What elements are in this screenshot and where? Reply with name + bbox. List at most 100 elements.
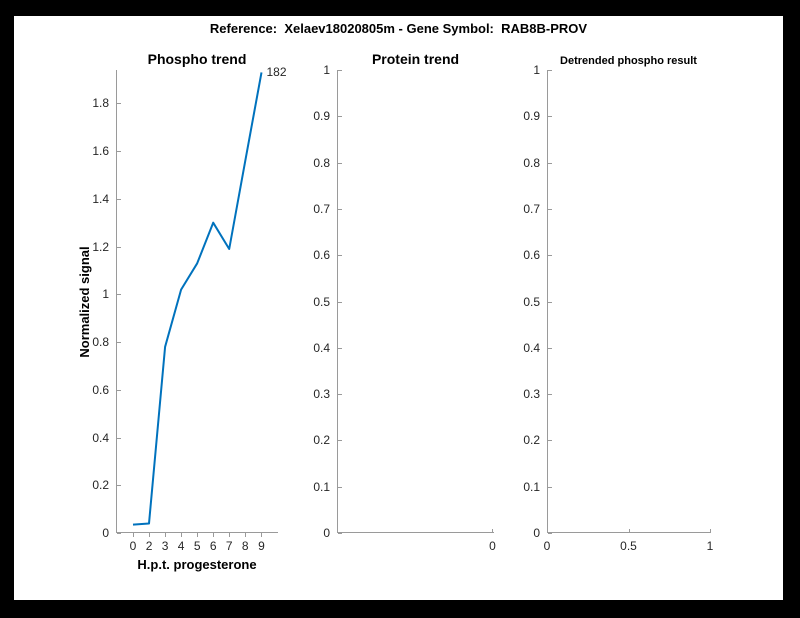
y-tick-label: 1.2 — [92, 239, 109, 254]
y-tick — [338, 70, 342, 71]
y-tick-label: 0.8 — [92, 335, 109, 350]
y-tick — [338, 347, 342, 349]
x-tick-label: 0 — [543, 539, 551, 553]
y-tick — [117, 151, 121, 153]
y-tick — [338, 533, 342, 534]
x-tick-label: 9 — [258, 539, 265, 553]
x-tick-label: 0 — [489, 539, 496, 553]
x-tick-label: 2 — [145, 539, 153, 553]
x-tick — [213, 533, 215, 537]
y-tick — [548, 486, 552, 488]
y-tick — [338, 255, 342, 257]
y-tick-label: 0.6 — [313, 248, 330, 263]
y-tick-label: 0.1 — [523, 479, 540, 494]
detrended-phospho-title: Detrended phospho result — [560, 55, 697, 67]
x-tick — [181, 533, 183, 537]
x-tick — [165, 533, 167, 537]
y-tick — [117, 485, 121, 487]
y-tick — [548, 208, 552, 210]
phospho-trend-ylabel: Normalized signal — [77, 245, 92, 358]
y-tick — [338, 394, 342, 396]
y-tick — [117, 437, 121, 439]
phospho-trend-xlabel: H.p.t. progesterone — [137, 557, 257, 572]
x-tick-label: 6 — [209, 539, 217, 553]
y-tick — [548, 162, 552, 164]
y-tick-label: 1.4 — [92, 191, 109, 206]
y-tick — [548, 301, 552, 303]
protein-trend-title: Protein trend — [371, 51, 460, 67]
y-tick-label: 0.4 — [92, 430, 109, 445]
phospho-trend-line-plot — [132, 72, 263, 526]
x-tick — [628, 529, 630, 533]
y-tick — [548, 70, 552, 71]
y-tick-label: 0.9 — [523, 109, 540, 124]
phospho-trend-title: Phospho trend — [147, 51, 247, 67]
y-tick-label: 0.2 — [313, 433, 330, 448]
y-tick-label: 0.5 — [523, 294, 540, 309]
y-tick-label: 0.1 — [313, 479, 330, 494]
y-tick — [338, 116, 342, 118]
y-tick — [117, 389, 121, 391]
y-tick — [548, 347, 552, 349]
y-tick-label: 1.6 — [92, 144, 109, 159]
x-tick-label: 7 — [225, 539, 233, 553]
protein-trend-axes — [337, 70, 494, 533]
y-tick-label: 0.3 — [523, 387, 540, 402]
y-tick-label: 1.8 — [92, 96, 109, 111]
y-tick-label: 0 — [323, 526, 330, 540]
y-tick — [117, 103, 121, 105]
y-tick-label: 0.7 — [313, 201, 330, 216]
y-tick-label: 0.4 — [523, 340, 540, 355]
y-tick-label: 0.6 — [92, 382, 109, 397]
y-tick-label: 0.2 — [92, 478, 109, 493]
x-tick — [197, 533, 199, 537]
y-tick — [548, 440, 552, 442]
y-tick — [548, 116, 552, 118]
y-tick-label: 0.8 — [313, 155, 330, 170]
x-tick-label: 3 — [161, 539, 169, 553]
y-tick-label: 1 — [533, 63, 540, 77]
x-tick-label: 8 — [241, 539, 249, 553]
y-tick — [117, 342, 121, 344]
y-tick — [548, 255, 552, 257]
phospho-trend-axes — [116, 70, 278, 533]
y-tick-label: 0.3 — [313, 387, 330, 402]
y-tick — [338, 486, 342, 488]
figure-background — [14, 16, 783, 600]
trend-line — [132, 72, 263, 526]
y-tick — [117, 533, 121, 534]
y-tick-label: 1 — [323, 63, 330, 77]
x-tick-label: 1 — [706, 539, 714, 553]
x-tick — [149, 533, 151, 537]
x-tick-label: 0.5 — [620, 539, 637, 553]
x-tick-label: 4 — [177, 539, 185, 553]
y-tick — [117, 294, 121, 296]
x-tick — [133, 533, 134, 537]
x-tick — [229, 533, 231, 537]
y-tick — [117, 198, 121, 200]
y-tick-label: 0.4 — [313, 340, 330, 355]
y-tick-label: 0.9 — [313, 109, 330, 124]
x-tick — [547, 529, 548, 533]
y-tick-label: 0.5 — [313, 294, 330, 309]
x-tick — [492, 529, 494, 533]
y-tick-label: 0 — [102, 526, 109, 540]
x-tick — [710, 529, 711, 533]
y-tick — [548, 394, 552, 396]
y-tick — [548, 533, 552, 534]
figure-title: Reference: Xelaev18020805m - Gene Symbol… — [209, 21, 588, 36]
y-tick-label: 1 — [102, 287, 109, 302]
y-tick — [338, 208, 342, 210]
y-tick-label: 0.8 — [523, 155, 540, 170]
detrended-phospho-axes — [547, 70, 710, 533]
y-tick — [338, 162, 342, 164]
y-tick-label: 0 — [533, 526, 540, 540]
series-end-label: 182 — [266, 65, 287, 80]
y-tick — [338, 301, 342, 303]
y-tick — [117, 246, 121, 248]
y-tick-label: 0.6 — [523, 248, 540, 263]
x-tick — [261, 533, 263, 537]
x-tick-label: 5 — [193, 539, 201, 553]
x-tick-label: 0 — [129, 539, 137, 553]
